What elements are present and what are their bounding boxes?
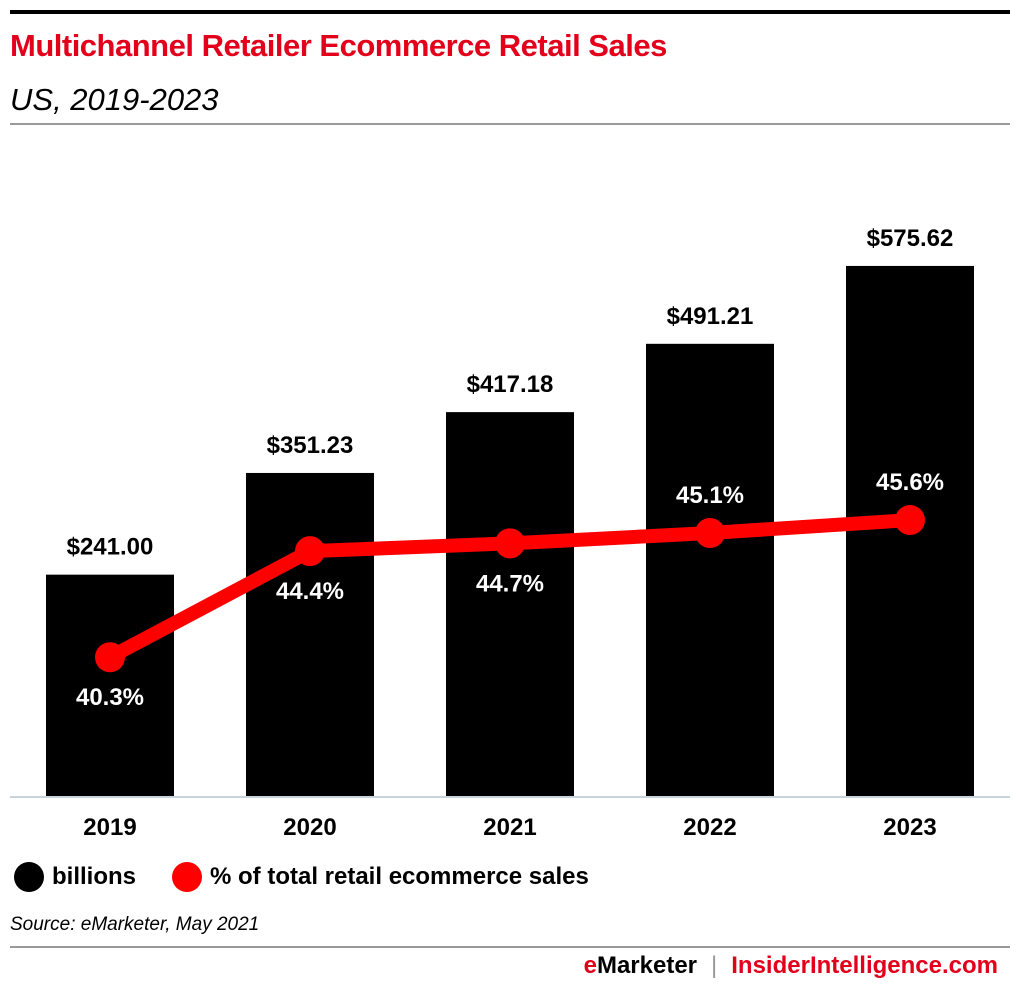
x-tick-label: 2022 (683, 814, 736, 841)
percent-point-2022 (695, 518, 725, 548)
x-tick-label: 2020 (283, 814, 336, 841)
bar-2019 (46, 574, 174, 797)
legend-swatch-black-icon (14, 862, 44, 892)
legend-item-billions: billions (14, 862, 136, 892)
chart-subtitle: US, 2019-2023 (10, 82, 219, 117)
footer-brand: eMarketer | InsiderIntelligence.com (584, 952, 998, 980)
percent-label: 45.6% (876, 469, 944, 496)
bar-value-label: $351.23 (267, 432, 354, 459)
legend-item-percent: % of total retail ecommerce sales (172, 862, 589, 892)
x-tick-label: 2023 (883, 814, 936, 841)
legend-swatch-red-icon (172, 862, 202, 892)
bar-value-label: $241.00 (67, 534, 154, 561)
percent-point-2021 (495, 528, 525, 559)
emarketer-logo: eMarketer (583, 952, 698, 979)
source-note: Source: eMarketer, May 2021 (10, 914, 260, 935)
percent-point-2020 (295, 536, 325, 567)
percent-label: 44.7% (476, 570, 544, 597)
top-rule (10, 10, 1010, 14)
x-tick-label: 2021 (483, 814, 536, 841)
x-tick-label: 2019 (83, 814, 136, 841)
insider-intelligence-link[interactable]: InsiderIntelligence.com (731, 952, 998, 979)
bar-value-label: $417.18 (467, 371, 554, 398)
bar-2022 (646, 343, 774, 797)
bar-2021 (446, 412, 574, 797)
bar-value-label: $575.62 (867, 225, 954, 252)
footer-separator: | (711, 952, 718, 979)
percent-point-2023 (895, 505, 925, 536)
chart-title: Multichannel Retailer Ecommerce Retail S… (10, 28, 667, 63)
percent-label: 40.3% (76, 684, 144, 711)
percent-label: 44.4% (276, 578, 344, 605)
bar-value-label: $491.21 (667, 303, 754, 330)
legend-label: % of total retail ecommerce sales (210, 863, 589, 890)
legend: billions % of total retail ecommerce sal… (14, 862, 625, 892)
header-divider (10, 123, 1010, 125)
percent-label: 45.1% (676, 482, 744, 509)
bar-2020 (246, 472, 374, 797)
percent-point-2019 (95, 642, 125, 673)
footer-divider (10, 946, 1010, 948)
legend-label: billions (52, 863, 136, 890)
